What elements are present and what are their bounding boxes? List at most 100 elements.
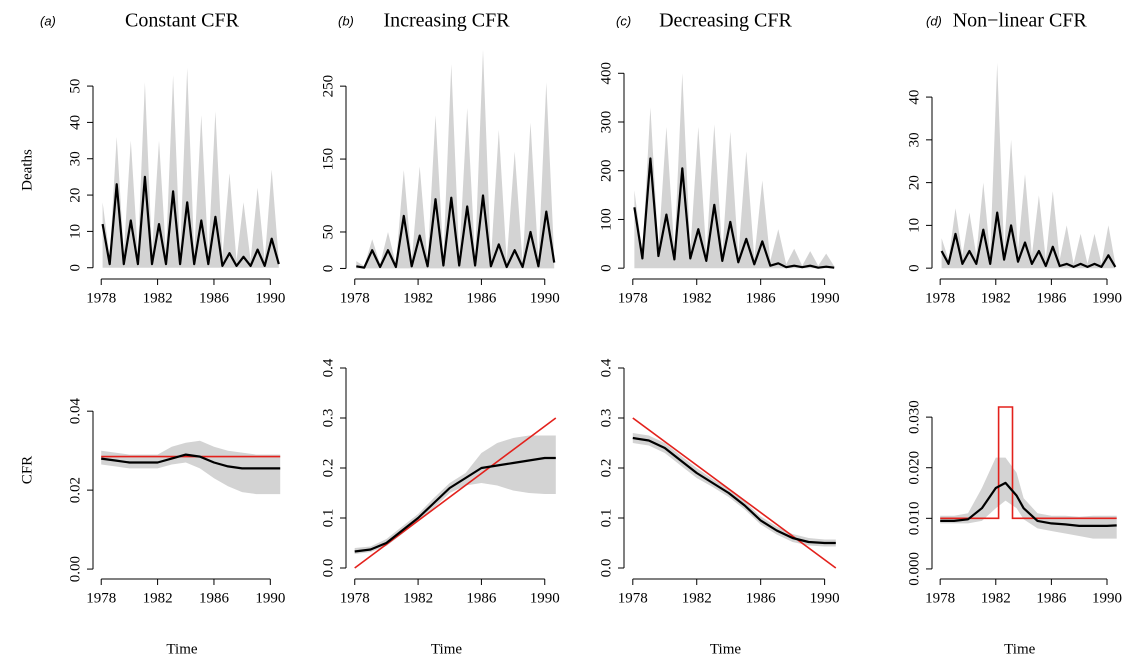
- x-tick-label: 1990: [1092, 290, 1122, 306]
- estimate-line: [632, 436, 836, 545]
- y-tick-label: 0: [320, 265, 336, 273]
- y-tick-label: 0.04: [67, 398, 83, 425]
- x-axis-label: Time: [166, 641, 197, 657]
- y-axis-label: CFR: [19, 456, 35, 484]
- estimate-line: [101, 175, 280, 267]
- true-cfr-line: [632, 417, 837, 569]
- y-tick-label: 0: [67, 264, 83, 272]
- x-tick-label: 1990: [810, 590, 840, 606]
- uncertainty-band: [941, 62, 1116, 269]
- y-tick-label: 200: [598, 159, 614, 182]
- y-tick-label: 0.2: [598, 459, 614, 478]
- estimate-line: [356, 194, 556, 269]
- x-tick-label: 1986: [1036, 590, 1067, 606]
- x-tick-label: 1978: [925, 290, 955, 306]
- panel-title: Constant CFR: [125, 10, 240, 32]
- x-tick-label: 1978: [86, 590, 116, 606]
- estimate-line: [354, 456, 556, 553]
- x-tick-label: 1982: [981, 590, 1011, 606]
- y-tick-label: 40: [67, 115, 83, 130]
- y-tick-label: 0: [906, 264, 922, 272]
- x-tick-label: 1982: [981, 290, 1011, 306]
- y-tick-label: 0.3: [320, 409, 336, 428]
- y-tick-label: 0.0: [320, 559, 336, 578]
- y-tick-label: 0.2: [320, 459, 336, 478]
- x-tick-label: 1982: [143, 290, 173, 306]
- x-axis-label: Time: [431, 641, 462, 657]
- x-tick-label: 1978: [618, 290, 648, 306]
- x-tick-label: 1990: [1092, 590, 1122, 606]
- y-tick-label: 10: [906, 218, 922, 233]
- y-axis-label: Deaths: [19, 149, 35, 191]
- x-tick-label: 1986: [746, 590, 777, 606]
- x-tick-label: 1982: [403, 290, 433, 306]
- x-tick-label: 1990: [255, 590, 285, 606]
- y-tick-label: 0.020: [906, 451, 922, 485]
- y-tick-label: 40: [906, 90, 922, 105]
- uncertainty-band: [354, 435, 556, 554]
- y-tick-label: 0.02: [67, 477, 83, 503]
- x-tick-label: 1990: [255, 290, 285, 306]
- x-tick-label: 1978: [340, 590, 370, 606]
- uncertainty-band: [634, 73, 835, 269]
- y-tick-label: 20: [906, 175, 922, 190]
- y-tick-label: 0.0: [598, 559, 614, 578]
- panel-label: (b): [338, 13, 354, 28]
- panel-title: Non−linear CFR: [953, 10, 1088, 32]
- x-tick-label: 1986: [1036, 290, 1067, 306]
- x-tick-label: 1986: [199, 590, 230, 606]
- true-cfr-line: [940, 406, 1117, 520]
- estimate-line: [101, 453, 281, 470]
- y-tick-label: 0.000: [906, 552, 922, 586]
- uncertainty-band: [632, 433, 836, 547]
- x-tick-label: 1986: [466, 590, 497, 606]
- y-tick-label: 10: [67, 224, 83, 239]
- panel-title: Increasing CFR: [383, 10, 510, 32]
- x-axis-label: Time: [710, 641, 741, 657]
- y-tick-label: 0.1: [320, 509, 336, 528]
- y-tick-label: 30: [906, 132, 922, 147]
- y-tick-label: 0.1: [598, 509, 614, 528]
- y-tick-label: 20: [67, 188, 83, 203]
- uncertainty-band: [101, 440, 281, 495]
- x-tick-label: 1982: [682, 290, 712, 306]
- panel-title: Decreasing CFR: [659, 10, 792, 32]
- panel-label: (d): [926, 13, 942, 28]
- estimate-line: [633, 157, 835, 269]
- y-tick-label: 100: [598, 208, 614, 231]
- x-tick-label: 1986: [199, 290, 230, 306]
- y-tick-label: 0.00: [67, 556, 83, 582]
- y-tick-label: 0.3: [598, 409, 614, 428]
- x-tick-label: 1990: [530, 590, 560, 606]
- x-tick-label: 1982: [143, 590, 173, 606]
- y-tick-label: 150: [320, 148, 336, 171]
- panel-label: (c): [616, 13, 631, 28]
- y-tick-label: 0.4: [320, 358, 336, 377]
- y-tick-label: 400: [598, 62, 614, 85]
- x-tick-label: 1986: [746, 290, 777, 306]
- estimate-line: [940, 481, 1117, 527]
- panel-label: (a): [40, 13, 56, 28]
- true-cfr-line: [354, 417, 557, 569]
- y-tick-label: 50: [320, 224, 336, 239]
- y-tick-label: 300: [598, 111, 614, 134]
- x-axis-label: Time: [1004, 641, 1035, 657]
- estimate-line: [940, 211, 1117, 268]
- x-tick-label: 1978: [340, 290, 370, 306]
- y-tick-label: 0.4: [598, 358, 614, 377]
- y-tick-label: 30: [67, 151, 83, 166]
- y-tick-label: 0.030: [906, 400, 922, 434]
- uncertainty-band: [102, 67, 279, 268]
- y-tick-label: 50: [67, 79, 83, 94]
- x-tick-label: 1982: [403, 590, 433, 606]
- x-tick-label: 1978: [925, 590, 955, 606]
- y-tick-label: 250: [320, 75, 336, 98]
- y-tick-label: 0.010: [906, 501, 922, 535]
- x-tick-label: 1978: [86, 290, 116, 306]
- x-tick-label: 1978: [618, 590, 648, 606]
- x-tick-label: 1982: [682, 590, 712, 606]
- y-tick-label: 0: [598, 264, 614, 272]
- x-tick-label: 1986: [466, 290, 497, 306]
- uncertainty-band: [356, 49, 555, 269]
